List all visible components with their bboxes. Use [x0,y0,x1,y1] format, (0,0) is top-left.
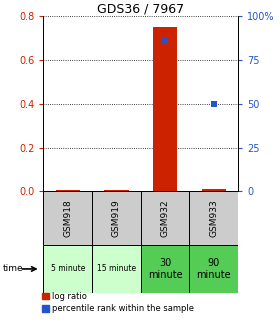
Text: 30
minute: 30 minute [148,258,182,280]
Legend: log ratio, percentile rank within the sample: log ratio, percentile rank within the sa… [42,292,194,313]
Text: GSM932: GSM932 [160,199,169,237]
Text: GSM918: GSM918 [63,199,72,237]
Text: 15 minute: 15 minute [97,265,136,273]
Bar [55,190,80,191]
Bar [92,191,141,245]
Text: GSM919: GSM919 [112,199,121,237]
Bar [141,191,189,245]
Bar [202,189,226,191]
Text: time: time [3,265,24,273]
Title: GDS36 / 7967: GDS36 / 7967 [97,2,184,15]
Text: 90
minute: 90 minute [196,258,231,280]
Bar [153,27,177,191]
Bar [92,245,141,293]
Bar [141,245,189,293]
Bar [189,245,238,293]
Bar [43,245,92,293]
Text: GSM933: GSM933 [209,199,218,237]
Bar [189,191,238,245]
Bar [43,191,92,245]
Text: 5 minute: 5 minute [50,265,85,273]
Bar [104,190,129,191]
